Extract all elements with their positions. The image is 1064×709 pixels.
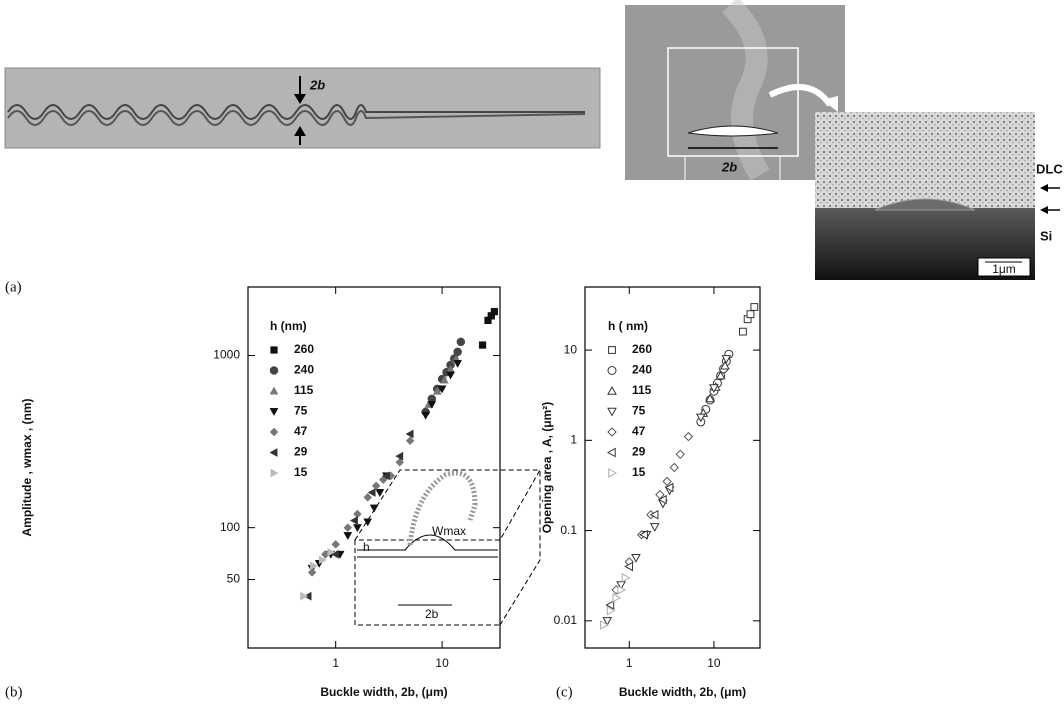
panel-label: (c)	[556, 684, 573, 700]
optical-image: 2b	[5, 68, 600, 148]
marker	[454, 348, 462, 356]
marker	[622, 574, 629, 582]
x-axis-label: Buckle width, 2b, (μm)	[619, 685, 746, 699]
marker	[370, 505, 378, 512]
legend-marker	[609, 347, 616, 354]
legend-label: 75	[294, 404, 308, 418]
marker	[751, 304, 758, 311]
panel-label: (b)	[5, 684, 23, 700]
y-tick-label: 1000	[213, 348, 240, 362]
annotation: 2b	[309, 77, 325, 92]
marker	[364, 493, 372, 501]
legend-marker	[271, 469, 278, 477]
annotation: 2b	[721, 159, 737, 174]
annotation: Si	[1040, 228, 1052, 243]
scale-bar-label: 1μm	[992, 262, 1016, 276]
legend-marker	[271, 347, 278, 354]
legend-label: 29	[294, 445, 308, 459]
legend-marker	[608, 387, 616, 394]
inset-label: Wmax	[432, 524, 466, 538]
legend-marker	[608, 408, 616, 415]
legend-marker	[608, 367, 616, 375]
x-tick-label: 10	[435, 656, 449, 670]
y-tick-label: 100	[220, 520, 240, 534]
marker	[332, 540, 340, 548]
marker	[308, 568, 316, 576]
marker	[613, 594, 620, 602]
sem-image: 2b DLC Si 1μm	[625, 5, 1063, 280]
marker	[350, 517, 357, 525]
marker	[663, 477, 671, 485]
marker	[651, 524, 659, 531]
legend-label: 260	[294, 342, 314, 356]
legend-label: 115	[294, 383, 314, 397]
marker	[344, 524, 352, 532]
legend-label: 47	[294, 424, 308, 438]
y-tick-label: 0.1	[560, 523, 577, 537]
marker	[676, 450, 684, 458]
marker	[372, 482, 380, 490]
marker	[422, 412, 430, 419]
legend-marker	[270, 449, 277, 457]
legend-marker	[608, 428, 616, 436]
legend-title: h (nm)	[270, 319, 307, 333]
marker	[479, 342, 486, 349]
marker	[632, 555, 640, 562]
legend-marker	[608, 449, 615, 457]
figure: 2b 2b DLC Si 1μm (a) 1 10 50 100 1000 Buckle …	[0, 0, 1064, 709]
legend-title: h ( nm)	[608, 319, 648, 333]
legend-label: 15	[294, 465, 308, 479]
marker	[454, 360, 462, 367]
x-tick-label: 1	[332, 656, 339, 670]
inset-label: h	[363, 540, 370, 554]
x-axis-label: Buckle width, 2b, (μm)	[320, 685, 447, 699]
legend-label: 115	[632, 383, 652, 397]
marker	[670, 464, 678, 472]
inset-label: 2b	[425, 607, 439, 621]
legend-label: 47	[632, 424, 646, 438]
legend-label: 75	[632, 404, 646, 418]
marker	[457, 338, 465, 346]
inset-schematic	[355, 470, 540, 625]
y-tick-label: 1	[570, 433, 577, 447]
marker	[353, 524, 361, 531]
y-axis-label: Opening area , A, (μm²)	[540, 402, 554, 534]
marker	[684, 433, 692, 441]
panel-label: (a)	[5, 279, 22, 295]
legend-marker	[270, 387, 278, 394]
x-tick-label: 1	[626, 656, 633, 670]
marker	[491, 308, 498, 315]
legend-marker	[270, 428, 278, 436]
y-tick-label: 50	[227, 572, 241, 586]
legend-marker	[270, 367, 278, 375]
y-axis-label: Amplitude , wmax , (nm)	[20, 398, 34, 536]
legend-marker	[270, 408, 278, 415]
legend-label: 29	[632, 445, 646, 459]
y-tick-label: 10	[564, 342, 578, 356]
page: 2b 2b DLC Si 1μm (a) 1 10 50 100 1000 Buckle …	[0, 0, 1064, 709]
legend-label: 240	[632, 363, 652, 377]
marker	[300, 592, 307, 600]
marker	[747, 311, 754, 318]
legend-label: 260	[632, 342, 652, 356]
marker	[376, 489, 384, 496]
marker	[344, 532, 352, 539]
annotation: DLC	[1036, 161, 1063, 176]
legend-label: 240	[294, 363, 314, 377]
legend-marker	[609, 469, 616, 477]
x-tick-label: 10	[707, 656, 721, 670]
marker	[740, 328, 747, 335]
y-tick-label: 0.01	[554, 613, 578, 627]
legend-label: 15	[632, 465, 646, 479]
